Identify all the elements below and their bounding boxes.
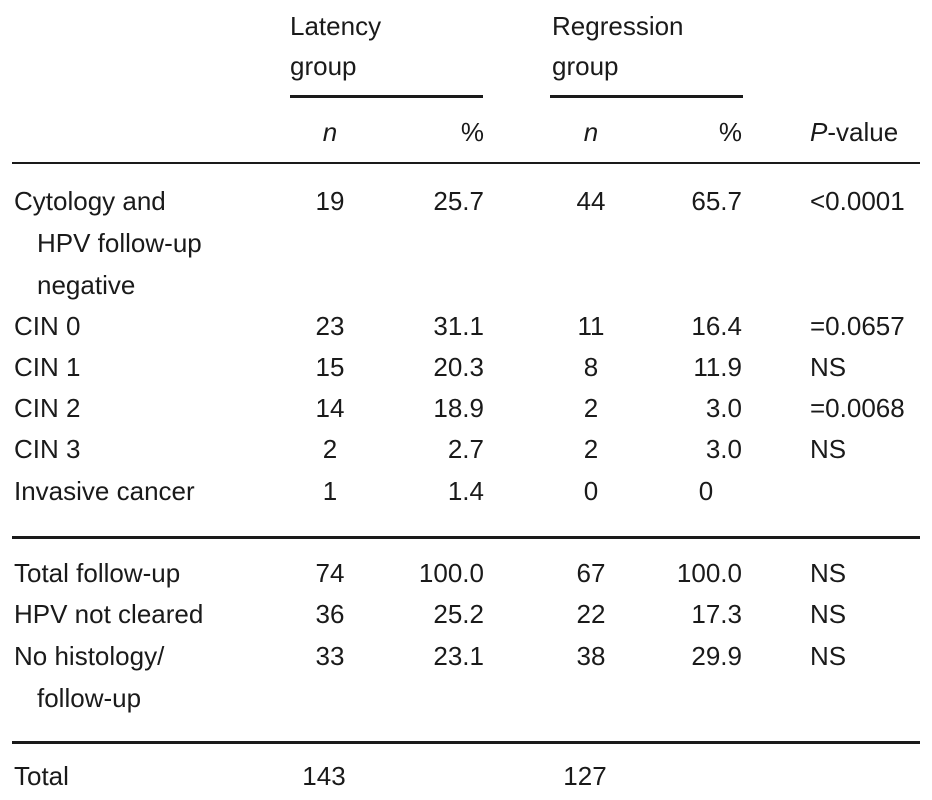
regression-n-header: n <box>583 117 599 147</box>
regression-n-cell: 22 <box>576 599 606 629</box>
p-value-cell: NS <box>810 434 847 464</box>
row-label-line: CIN 2 <box>14 393 81 423</box>
regression-pct-cell: 100.0 <box>676 558 742 588</box>
latency-n-cell: 74 <box>315 558 345 588</box>
regression-pct-cell: 3.0 <box>705 434 742 464</box>
total-rule <box>12 741 920 744</box>
latency-n-cell: 14 <box>315 393 345 423</box>
regression-pct-cell: 29.9 <box>691 641 742 671</box>
regression-pct-cell: 3.0 <box>705 393 742 423</box>
latency-group-header-line1: Latency <box>290 11 382 41</box>
p-value-header: P-value <box>810 112 898 152</box>
p-value-header-p: P <box>810 117 828 147</box>
latency-n-cell: 33 <box>315 641 345 671</box>
latency-pct-cell: 20.3 <box>433 352 484 382</box>
section-rule <box>12 536 920 539</box>
row-label-line: CIN 3 <box>14 434 81 464</box>
latency-pct-cell: 1.4 <box>447 476 484 506</box>
row-label-line: Cytology and <box>14 186 166 216</box>
p-value-cell: <0.0001 <box>810 186 905 216</box>
header-rule <box>12 162 920 164</box>
row-label-line: HPV not cleared <box>14 599 204 629</box>
latency-pct-cell: 25.2 <box>433 599 484 629</box>
latency-n-cell: 1 <box>322 476 338 506</box>
latency-n-header: n <box>322 117 338 147</box>
latency-group-header-line2: group <box>290 51 357 81</box>
latency-pct-header: % <box>460 117 484 147</box>
row-label-line: Total <box>14 761 69 791</box>
regression-pct-cell: 65.7 <box>691 186 742 216</box>
p-value-cell: NS <box>810 599 847 629</box>
latency-pct-cell: 2.7 <box>447 434 484 464</box>
regression-group-header-line2: group <box>552 51 619 81</box>
latency-pct-cell: 23.1 <box>433 641 484 671</box>
regression-n-cell: 127 <box>563 761 607 791</box>
p-value-cell: NS <box>810 558 847 588</box>
p-value-cell: =0.0068 <box>810 393 905 423</box>
latency-n-cell: 143 <box>302 761 346 791</box>
regression-group-header-line1: Regression <box>552 11 684 41</box>
p-value-header-rest: -value <box>827 117 899 147</box>
latency-n-cell: 15 <box>315 352 345 382</box>
row-label-line: negative <box>37 270 136 300</box>
regression-n-cell: 67 <box>576 558 606 588</box>
regression-pct-cell: 16.4 <box>691 311 742 341</box>
p-value-cell: NS <box>810 352 847 382</box>
latency-group-underline <box>290 95 483 98</box>
regression-pct-cell: 17.3 <box>691 599 742 629</box>
p-value-cell: =0.0657 <box>810 311 905 341</box>
p-value-cell: NS <box>810 641 847 671</box>
regression-pct-header: % <box>718 117 742 147</box>
row-label-line: CIN 1 <box>14 352 81 382</box>
regression-n-cell: 38 <box>576 641 606 671</box>
latency-n-cell: 19 <box>315 186 345 216</box>
regression-group-underline <box>550 95 743 98</box>
row-label-line: Total follow-up <box>14 558 181 588</box>
latency-pct-cell: 31.1 <box>433 311 484 341</box>
latency-pct-cell: 25.7 <box>433 186 484 216</box>
latency-n-cell: 36 <box>315 599 345 629</box>
regression-pct-cell: 0 <box>698 476 714 506</box>
regression-n-cell: 2 <box>583 434 599 464</box>
latency-pct-cell: 100.0 <box>418 558 484 588</box>
row-label-line: Invasive cancer <box>14 476 195 506</box>
latency-n-cell: 23 <box>315 311 345 341</box>
regression-n-cell: 2 <box>583 393 599 423</box>
regression-pct-cell: 11.9 <box>693 352 742 382</box>
row-label-line: follow-up <box>37 683 142 713</box>
row-label-line: HPV follow-up <box>37 228 202 258</box>
regression-n-cell: 11 <box>577 311 605 341</box>
regression-n-cell: 44 <box>576 186 606 216</box>
latency-pct-cell: 18.9 <box>433 393 484 423</box>
row-label-line: No histology/ <box>14 641 165 671</box>
regression-n-cell: 0 <box>583 476 599 506</box>
regression-n-cell: 8 <box>583 352 599 382</box>
row-label-line: CIN 0 <box>14 311 81 341</box>
latency-n-cell: 2 <box>322 434 338 464</box>
